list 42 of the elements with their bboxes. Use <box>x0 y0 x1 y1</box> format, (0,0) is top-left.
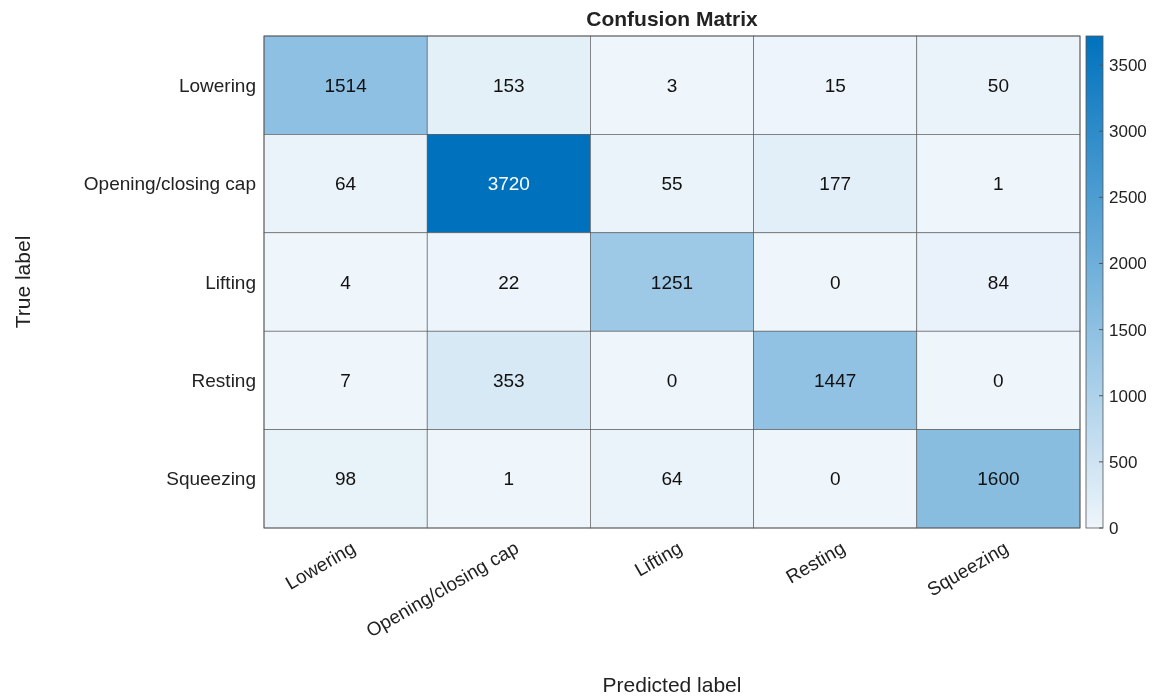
data-label: 64 <box>335 173 357 195</box>
color-bar-label: 2500 <box>1109 188 1147 208</box>
data-label: 1 <box>993 173 1004 195</box>
color-bar-label: 3000 <box>1109 122 1147 142</box>
y-tick-label: Squeezing <box>166 468 256 490</box>
data-label: 0 <box>993 370 1004 392</box>
data-label: 1251 <box>650 271 694 293</box>
data-label: 1514 <box>324 74 368 96</box>
y-tick-label: Opening/closing cap <box>83 173 256 195</box>
color-bar-label: 1500 <box>1109 320 1147 340</box>
data-label: 177 <box>819 173 852 195</box>
color-bar-label: 2000 <box>1109 254 1147 274</box>
color-bar-label: 1000 <box>1109 386 1147 406</box>
chart-title: Confusion Matrix <box>586 7 759 30</box>
x-axis-title: Predicted label <box>602 673 742 696</box>
color-bar-label: 3500 <box>1109 56 1147 76</box>
data-label: 1 <box>503 468 515 490</box>
data-label: 3 <box>666 74 678 96</box>
y-tick-label: Lowering <box>178 74 256 96</box>
data-label: 4 <box>340 271 352 293</box>
data-label: 1600 <box>977 468 1020 490</box>
data-label: 22 <box>498 271 520 293</box>
data-label: 353 <box>492 370 525 392</box>
y-axis-title: True label <box>11 235 34 329</box>
data-label: 64 <box>661 468 683 490</box>
color-bar-label: 500 <box>1109 452 1138 472</box>
y-tick-label: Lifting <box>205 271 256 293</box>
data-label: 153 <box>492 74 525 96</box>
data-label: 50 <box>987 74 1009 96</box>
data-label: 0 <box>829 468 841 490</box>
color-bar-label: 0 <box>1109 518 1119 538</box>
data-label: 55 <box>661 173 683 195</box>
data-label: 1447 <box>814 370 857 392</box>
data-label: 0 <box>829 271 841 293</box>
data-label: 84 <box>987 271 1010 293</box>
data-label: 98 <box>335 468 357 490</box>
data-label: 7 <box>340 370 351 392</box>
x-tick-label: Lifting <box>630 537 686 581</box>
data-label: 0 <box>666 370 678 392</box>
data-label: 3720 <box>487 173 530 195</box>
data-label: 15 <box>824 74 846 96</box>
y-tick-label: Resting <box>191 370 256 392</box>
